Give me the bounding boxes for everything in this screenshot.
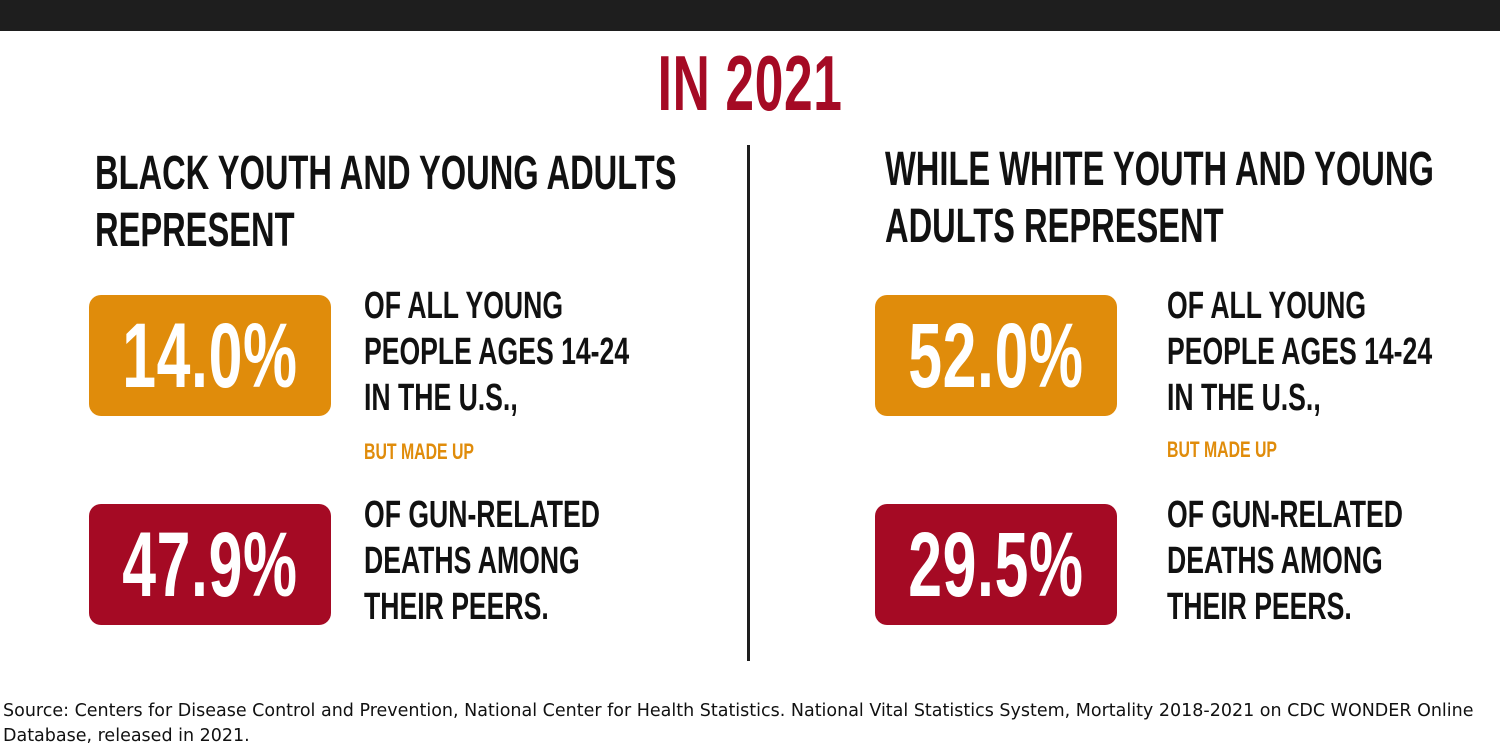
left-population-desc-line-2: PEOPLE AGES 14-24 [364,331,630,373]
left-population-stat: 14.0% [89,295,331,416]
right-deaths-description: OF GUN-RELATED DEATHS AMONG THEIR PEERS. [1167,492,1403,630]
right-population-desc-line-3: IN THE U.S., [1167,377,1321,419]
left-population-description: OF ALL YOUNG PEOPLE AGES 14-24 IN THE U.… [364,283,629,421]
right-deaths-desc-line-3: THEIR PEERS. [1167,586,1352,628]
center-divider [747,145,750,661]
right-heading: WHILE WHITE YOUTH AND YOUNG ADULTS REPRE… [885,141,1434,255]
top-bar [0,0,1500,31]
right-heading-line-2: ADULTS REPRESENT [885,200,1224,253]
right-population-desc-line-1: OF ALL YOUNG [1167,285,1367,327]
left-deaths-desc-line-2: DEATHS AMONG [364,540,580,582]
right-population-description: OF ALL YOUNG PEOPLE AGES 14-24 IN THE U.… [1167,283,1432,421]
left-population-value: 14.0% [122,304,298,407]
left-heading-line-2: REPRESENT [95,204,295,257]
left-connector-text: BUT MADE UP [364,439,475,464]
right-population-value: 52.0% [908,304,1084,407]
left-heading-line-1: BLACK YOUTH AND YOUNG ADULTS [95,147,677,200]
title-text: IN 2021 [657,39,843,127]
right-deaths-stat: 29.5% [875,504,1117,625]
page-title: IN 2021 [0,44,1500,122]
left-population-desc-line-3: IN THE U.S., [364,377,518,419]
left-deaths-desc-line-1: OF GUN-RELATED [364,494,600,536]
left-heading: BLACK YOUTH AND YOUNG ADULTS REPRESENT [95,145,676,259]
right-deaths-desc-line-1: OF GUN-RELATED [1167,494,1403,536]
right-deaths-desc-line-2: DEATHS AMONG [1167,540,1383,582]
right-heading-line-1: WHILE WHITE YOUTH AND YOUNG [885,143,1434,196]
left-deaths-stat: 47.9% [89,504,331,625]
source-citation: Source: Centers for Disease Control and … [3,701,1474,746]
right-deaths-value: 29.5% [908,513,1084,616]
left-population-desc-line-1: OF ALL YOUNG [364,285,564,327]
right-population-desc-line-2: PEOPLE AGES 14-24 [1167,331,1433,373]
right-population-stat: 52.0% [875,295,1117,416]
right-connector-text: BUT MADE UP [1167,437,1278,462]
left-deaths-value: 47.9% [122,513,298,616]
left-deaths-description: OF GUN-RELATED DEATHS AMONG THEIR PEERS. [364,492,600,630]
left-deaths-desc-line-3: THEIR PEERS. [364,586,549,628]
